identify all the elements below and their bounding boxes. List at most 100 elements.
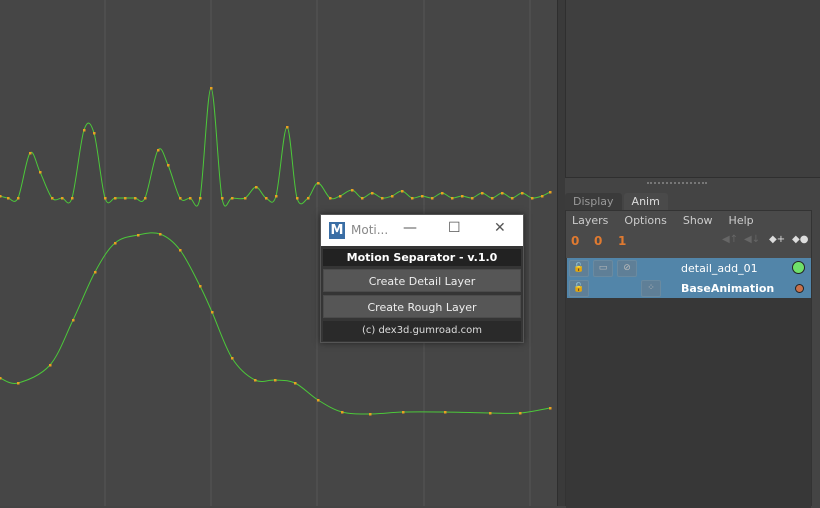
keyframe[interactable]	[265, 197, 268, 200]
keyframe[interactable]	[401, 190, 404, 193]
keyframe[interactable]	[83, 129, 86, 132]
tab-display[interactable]: Display	[565, 193, 622, 211]
keyframe[interactable]	[29, 152, 32, 155]
keyframe[interactable]	[211, 311, 214, 314]
keyframe[interactable]	[134, 197, 137, 200]
keyframe[interactable]	[317, 399, 320, 402]
layer-row-base[interactable]: 🔓 ⁘ BaseAnimation	[567, 278, 811, 298]
keyframe[interactable]	[231, 197, 234, 200]
keyframe[interactable]	[461, 195, 464, 198]
create-rough-layer-button[interactable]: Create Rough Layer	[323, 295, 521, 318]
window-titlebar[interactable]: M Moti... — ☐ ✕	[321, 215, 523, 246]
keyframe[interactable]	[199, 285, 202, 288]
keyframe[interactable]	[519, 412, 522, 415]
keyframe[interactable]	[421, 195, 424, 198]
tab-anim[interactable]: Anim	[623, 193, 668, 211]
minimize-icon[interactable]: —	[403, 220, 417, 236]
keyframe[interactable]	[451, 197, 454, 200]
keyframe[interactable]	[17, 382, 20, 385]
zero-key-layer-button[interactable]: 0	[571, 234, 580, 248]
menu-show[interactable]: Show	[682, 214, 713, 227]
mute-icon[interactable]: ▭	[593, 260, 613, 277]
layer-color-icon[interactable]	[792, 261, 805, 274]
keyframe[interactable]	[317, 182, 320, 185]
keyframe[interactable]	[296, 197, 299, 200]
keyframe[interactable]	[481, 192, 484, 195]
new-layer-selected-icon[interactable]: ◆●	[792, 234, 809, 245]
keyframe[interactable]	[294, 382, 297, 385]
curve-canvas[interactable]	[0, 0, 557, 506]
keyframe[interactable]	[104, 197, 107, 200]
keyframe[interactable]	[411, 197, 414, 200]
layer-color-icon[interactable]	[795, 284, 804, 293]
keyframe[interactable]	[329, 197, 332, 200]
keyframe[interactable]	[369, 413, 372, 416]
one-key-weight-button[interactable]: 1	[618, 234, 627, 248]
keyframe[interactable]	[531, 197, 534, 200]
keyframe[interactable]	[71, 197, 74, 200]
solo-icon[interactable]: ⊘	[617, 260, 637, 277]
keyframe[interactable]	[94, 271, 97, 274]
keyframe[interactable]	[431, 197, 434, 200]
keyframe[interactable]	[179, 249, 182, 252]
keyframe[interactable]	[339, 195, 342, 198]
keyframe[interactable]	[0, 195, 2, 198]
close-icon[interactable]: ✕	[494, 220, 506, 236]
keyframe[interactable]	[549, 407, 552, 410]
keyframe[interactable]	[144, 197, 147, 200]
keyframe[interactable]	[489, 412, 492, 415]
keyframe[interactable]	[137, 234, 140, 237]
keyframe[interactable]	[221, 197, 224, 200]
keyframe[interactable]	[501, 192, 504, 195]
keyframe[interactable]	[471, 197, 474, 200]
maximize-icon[interactable]: ☐	[448, 220, 461, 236]
keyframe[interactable]	[441, 192, 444, 195]
keyframe[interactable]	[167, 164, 170, 167]
keyframe[interactable]	[244, 197, 247, 200]
keyframe[interactable]	[199, 197, 202, 200]
keyframe[interactable]	[391, 195, 394, 198]
move-layer-down-icon[interactable]: ◀↓	[744, 234, 761, 245]
keyframe[interactable]	[210, 87, 213, 90]
keyframe[interactable]	[402, 411, 405, 414]
keyframe[interactable]	[511, 197, 514, 200]
keyframe[interactable]	[254, 379, 257, 382]
keyframe[interactable]	[72, 319, 75, 322]
move-layer-up-icon[interactable]: ◀↑	[722, 234, 739, 245]
keyframe[interactable]	[114, 242, 117, 245]
keyframe[interactable]	[341, 411, 344, 414]
keyframe[interactable]	[255, 186, 258, 189]
keyframe[interactable]	[231, 357, 234, 360]
keyframe[interactable]	[7, 197, 10, 200]
keyframe[interactable]	[286, 126, 289, 129]
new-layer-icon[interactable]: ◆+	[769, 234, 786, 245]
keyframe[interactable]	[541, 195, 544, 198]
keyframe[interactable]	[491, 197, 494, 200]
keyframe[interactable]	[93, 132, 96, 135]
keyframe[interactable]	[114, 197, 117, 200]
lock-icon[interactable]: 🔓	[569, 260, 589, 277]
keyframe[interactable]	[381, 197, 384, 200]
keyframe[interactable]	[179, 197, 182, 200]
base-layer-icon[interactable]: ⁘	[641, 280, 661, 297]
keyframe[interactable]	[371, 192, 374, 195]
keyframe[interactable]	[274, 379, 277, 382]
keyframe[interactable]	[361, 197, 364, 200]
panel-splitter[interactable]	[557, 0, 565, 506]
keyframe[interactable]	[157, 149, 160, 152]
keyframe[interactable]	[17, 197, 20, 200]
zero-key-weight-button[interactable]: 0	[594, 234, 603, 248]
keyframe[interactable]	[0, 377, 2, 380]
detail-curve[interactable]	[0, 87, 551, 207]
keyframe[interactable]	[159, 233, 162, 236]
menu-help[interactable]: Help	[728, 214, 754, 227]
keyframe[interactable]	[307, 197, 310, 200]
menu-options[interactable]: Options	[624, 214, 667, 227]
keyframe[interactable]	[61, 197, 64, 200]
resize-grip[interactable]	[647, 182, 707, 184]
keyframe[interactable]	[39, 171, 42, 174]
keyframe[interactable]	[275, 195, 278, 198]
keyframe[interactable]	[124, 197, 127, 200]
keyframe[interactable]	[549, 191, 552, 194]
lock-icon[interactable]: 🔓	[569, 280, 589, 297]
